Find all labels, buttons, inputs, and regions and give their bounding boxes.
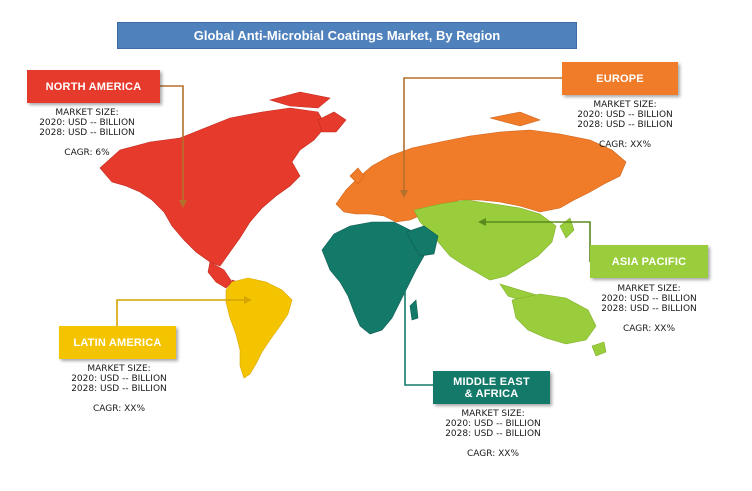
north-america-name: NORTH AMERICA [45,80,142,93]
middle-east-africa-name-line1: MIDDLE EAST [453,375,530,388]
europe-market-size-label: MARKET SIZE: [593,100,657,110]
europe-label: EUROPE [562,62,678,95]
latin-america-callout [116,299,244,326]
chart-title: Global Anti-Microbial Coatings Market, B… [117,22,577,49]
asia-pacific-cagr: CAGR: XX% [622,324,675,334]
north-america-market-size-label: MARKET SIZE: [55,108,119,118]
latin-america-cagr: CAGR: XX% [92,404,145,414]
asia-pacific-arrowhead [478,218,486,226]
europe-name: EUROPE [596,72,644,85]
latin-america-label: LATIN AMERICA [59,326,176,359]
europe-callout [403,77,562,190]
latin-america-arrowhead [244,296,252,304]
middle-east-africa-info: MARKET SIZE: 2020: USD -- BILLION 2028: … [428,409,558,459]
middle-east-africa-name-line2: & AFRICA [464,387,519,400]
middle-east-africa-callout [404,250,433,386]
latin-america-market-size-label: MARKET SIZE: [87,364,151,374]
middle-east-africa-2028: 2028: USD -- BILLION [445,429,541,439]
latin-america-2020: 2020: USD -- BILLION [71,374,167,384]
north-america-label: NORTH AMERICA [27,70,160,103]
asia-pacific-market-size-label: MARKET SIZE: [617,284,681,294]
europe-cagr: CAGR: XX% [598,140,651,150]
europe-2028: 2028: USD -- BILLION [577,120,673,130]
latin-america-info: MARKET SIZE: 2020: USD -- BILLION 2028: … [54,364,184,414]
europe-arrowhead [400,190,408,198]
europe-info: MARKET SIZE: 2020: USD -- BILLION 2028: … [560,100,690,150]
middle-east-africa-cagr: CAGR: XX% [466,449,519,459]
latin-america-name: LATIN AMERICA [73,336,162,349]
latin-america-2028: 2028: USD -- BILLION [71,384,167,394]
north-america-2028: 2028: USD -- BILLION [39,128,135,138]
north-america-arrowhead [179,200,187,208]
north-america-info: MARKET SIZE: 2020: USD -- BILLION 2028: … [22,108,152,158]
north-america-callout [160,85,184,200]
middle-east-africa-label: MIDDLE EAST & AFRICA [433,371,550,404]
europe-2020: 2020: USD -- BILLION [577,110,673,120]
middle-east-africa-2020: 2020: USD -- BILLION [445,419,541,429]
north-america-2020: 2020: USD -- BILLION [39,118,135,128]
callout-lines [116,77,591,386]
middle-east-africa-arrowhead [401,242,409,250]
asia-pacific-info: MARKET SIZE: 2020: USD -- BILLION 2028: … [584,284,714,334]
latin-america-shape [225,277,293,379]
asia-pacific-label: ASIA PACIFIC [590,245,708,278]
callout-arrowheads [179,190,486,304]
europe-shape [335,111,627,223]
middle-east-africa-market-size-label: MARKET SIZE: [461,409,525,419]
asia-pacific-shape [413,199,607,357]
north-america-cagr: CAGR: 6% [64,148,110,158]
asia-pacific-2020: 2020: USD -- BILLION [601,294,697,304]
asia-pacific-2028: 2028: USD -- BILLION [601,304,697,314]
middle-east-africa-shape [321,221,439,335]
asia-pacific-name: ASIA PACIFIC [611,255,687,268]
